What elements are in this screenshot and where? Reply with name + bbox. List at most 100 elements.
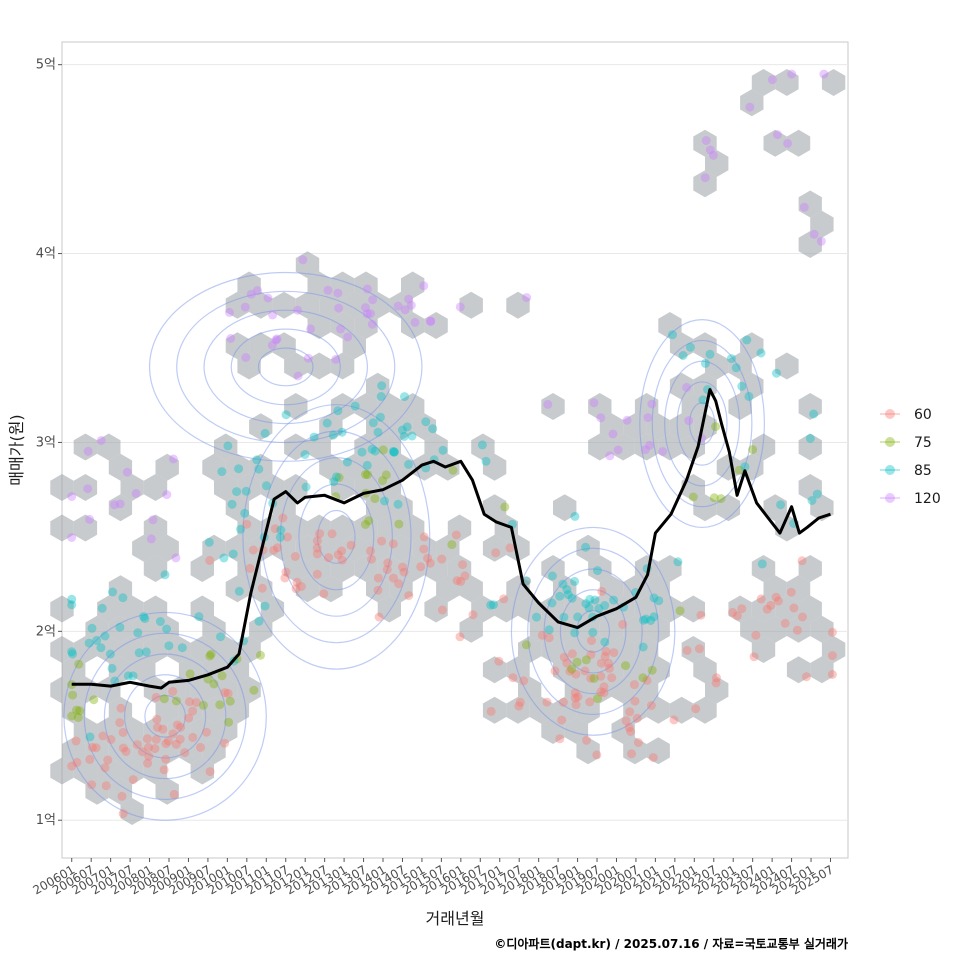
hex-bin (260, 474, 285, 501)
hex-bin (401, 555, 425, 582)
point-85 (686, 342, 695, 352)
point-60 (257, 583, 267, 593)
hex-bin (389, 534, 413, 562)
hex-bin (377, 514, 401, 542)
point-120 (589, 398, 599, 408)
hex-bin (225, 575, 250, 603)
point-85 (555, 591, 565, 601)
hex-bin (424, 555, 448, 582)
point-120 (85, 514, 95, 524)
point-60 (607, 673, 617, 683)
point-85 (570, 628, 580, 638)
hex-bin (143, 555, 168, 582)
point-60 (766, 600, 776, 610)
hex-bin (821, 69, 846, 96)
hex-bin (646, 413, 670, 441)
y-axis-title: 매매가(원) (7, 414, 26, 485)
point-60 (324, 553, 333, 563)
hex-bin (576, 696, 600, 724)
point-60 (116, 703, 126, 713)
point-120 (109, 500, 119, 510)
point-85 (600, 637, 610, 647)
hex-bin (471, 433, 495, 461)
hex-bin (658, 433, 682, 461)
hex-bin (295, 534, 320, 562)
hex-bin (775, 514, 799, 542)
hex-bin (786, 575, 811, 603)
density-contours (63, 271, 765, 821)
hex-bin (85, 615, 109, 643)
point-60 (423, 553, 433, 563)
point-60 (151, 692, 161, 702)
point-85 (107, 663, 117, 673)
point-60 (383, 558, 393, 568)
point-120 (368, 295, 378, 305)
contour-line (664, 360, 741, 487)
point-120 (67, 533, 77, 542)
point-60 (382, 565, 392, 575)
point-85 (68, 649, 77, 659)
hex-bin (307, 555, 331, 582)
y-tick-label: 1억 (36, 813, 56, 828)
hex-bin (634, 676, 659, 704)
hex-bin (108, 656, 133, 684)
hex-bin (190, 757, 214, 785)
point-120 (404, 294, 414, 304)
hex-bin (108, 575, 133, 603)
hex-bin (541, 555, 565, 582)
point-60 (694, 644, 704, 654)
hex-bin (143, 676, 168, 704)
point-60 (121, 747, 131, 756)
point-60 (780, 618, 790, 628)
hex-bin (634, 433, 659, 461)
point-85 (155, 617, 165, 626)
hex-bin (155, 453, 179, 481)
point-85 (698, 395, 708, 405)
point-85 (234, 586, 244, 596)
hex-bin (237, 514, 261, 542)
hex-bin (412, 534, 437, 562)
hex-bin (634, 555, 659, 582)
point-60 (184, 713, 194, 723)
point-60 (519, 676, 529, 686)
hex-bin (786, 615, 811, 643)
point-120 (426, 316, 435, 326)
hex-bin (307, 271, 331, 299)
point-85 (252, 455, 262, 465)
point-60 (91, 743, 101, 753)
hex-bin (424, 312, 448, 339)
hex-bin (576, 534, 600, 562)
point-85 (164, 641, 174, 651)
point-60 (596, 658, 606, 668)
hex-bin (646, 615, 670, 643)
point-85 (236, 524, 246, 534)
hex-bin (482, 656, 507, 684)
point-75 (593, 694, 602, 704)
point-75 (500, 502, 510, 512)
point-120 (613, 445, 623, 455)
point-75 (378, 445, 388, 455)
point-120 (331, 354, 341, 364)
hex-bin (763, 575, 787, 603)
point-60 (394, 579, 404, 589)
point-85 (67, 600, 77, 610)
point-75 (647, 665, 657, 675)
point-85 (281, 410, 291, 420)
hex-bin (249, 332, 273, 360)
point-60 (168, 729, 178, 739)
point-85 (108, 587, 118, 597)
point-60 (626, 727, 636, 736)
hex-bin (214, 474, 238, 501)
point-60 (550, 666, 560, 676)
point-75 (185, 669, 195, 679)
hex-bin (366, 291, 390, 319)
point-120 (700, 173, 710, 183)
point-120 (819, 69, 829, 79)
point-60 (142, 734, 152, 744)
point-120 (622, 415, 632, 425)
hex-bin (354, 271, 378, 299)
hex-bin (646, 696, 670, 724)
point-85 (388, 446, 398, 456)
point-60 (625, 707, 635, 717)
point-60 (571, 700, 581, 710)
